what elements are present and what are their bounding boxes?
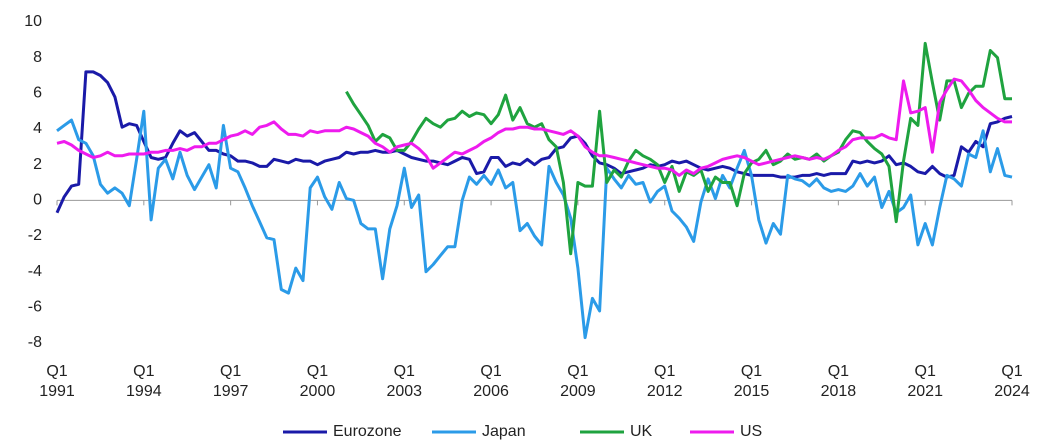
x-tick-label: Q1 1994 [126, 363, 162, 400]
legend-label: Eurozone [333, 423, 402, 440]
y-tick-label: 4 [33, 120, 42, 137]
x-tick-label: Q1 1991 [39, 363, 75, 400]
x-tick-label: Q1 2018 [820, 363, 857, 400]
y-tick-label: 8 [33, 49, 42, 66]
y-tick-label: -6 [28, 299, 42, 316]
series-line [345, 41, 1012, 256]
x-tick-label: Q1 2003 [386, 363, 423, 400]
y-tick-label: -4 [28, 263, 42, 280]
series-line [56, 109, 1013, 340]
legend-label: Japan [482, 423, 526, 440]
series-line [55, 70, 1013, 214]
y-tick-label: 6 [33, 85, 42, 102]
x-tick-label: Q1 2012 [646, 363, 683, 400]
x-tick-label: Q1 2000 [299, 363, 336, 400]
x-tick-label: Q1 2024 [994, 363, 1030, 400]
x-tick-label: Q1 1997 [212, 363, 249, 400]
y-tick-label: 2 [33, 156, 42, 173]
legend-label: US [740, 423, 762, 440]
y-tick-label: -8 [28, 334, 42, 351]
x-tick-label: Q1 2015 [733, 363, 770, 400]
y-tick-label: -2 [28, 227, 42, 244]
y-tick-label: 10 [24, 13, 42, 30]
y-tick-label: 0 [33, 192, 42, 209]
series-line [56, 77, 1012, 177]
legend-label: UK [630, 423, 653, 440]
x-tick-label: Q1 2009 [560, 363, 596, 400]
x-tick-label: Q1 2021 [907, 363, 943, 400]
x-tick-label: Q1 2006 [473, 363, 509, 400]
